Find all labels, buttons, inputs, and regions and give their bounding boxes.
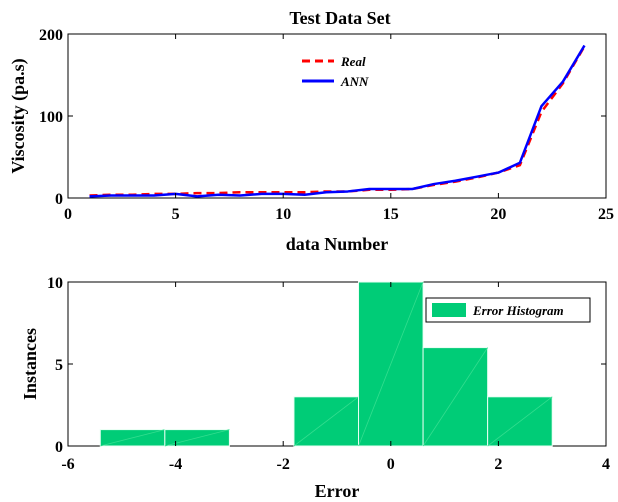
y-tick-label: 100 <box>39 109 63 126</box>
line-chart: Test Data Set 0 5 10 15 20 25 0 100 200 data Num… <box>8 8 614 254</box>
y-tick-label: 10 <box>47 275 63 292</box>
x-tick-label: 20 <box>490 206 506 223</box>
y-axis-label-bottom: Instances <box>20 328 40 400</box>
legend-top: Real ANN <box>302 54 369 89</box>
x-axis-label: data Number <box>286 234 389 254</box>
x-axis-label-bottom: Error <box>315 481 360 501</box>
series-line-ann <box>89 44 586 198</box>
histogram-bar-facet <box>422 347 488 447</box>
x-tick-label: 0 <box>64 206 72 223</box>
chart-title: Test Data Set <box>289 8 390 28</box>
x-tick-label: -6 <box>61 456 74 473</box>
x-tick-label: 10 <box>275 206 291 223</box>
y-tick-label: 200 <box>39 27 63 44</box>
x-tick-label: 15 <box>383 206 399 223</box>
x-tick-label: 5 <box>172 206 180 223</box>
legend-histogram-label: Error Histogram <box>472 303 564 318</box>
legend-ann-label: ANN <box>340 74 369 89</box>
x-tick-label: 0 <box>387 456 395 473</box>
histogram-bar-facet <box>100 429 165 447</box>
x-tick-label: -4 <box>169 456 182 473</box>
x-tick-label: 4 <box>602 456 610 473</box>
plot-area-top <box>67 33 607 199</box>
histogram-bar-facet <box>487 396 553 447</box>
x-tick-label: 25 <box>598 206 614 223</box>
histogram-bar-facet <box>293 396 359 447</box>
y-axis-label: Viscosity (pa.s) <box>8 58 29 173</box>
x-tick-label: 2 <box>494 456 502 473</box>
x-tick-label: -2 <box>277 456 290 473</box>
legend-bottom: Error Histogram <box>425 297 591 323</box>
histogram-chart: -6 -4 -2 0 2 4 0 5 10 Error Instances Error Hist… <box>20 275 610 501</box>
y-tick-label: 0 <box>55 191 63 208</box>
y-tick-label: 5 <box>55 357 63 374</box>
legend-real-label: Real <box>340 54 366 69</box>
y-tick-label: 0 <box>55 439 63 456</box>
legend-histogram-swatch <box>432 303 466 317</box>
histogram-bar-facet <box>358 281 424 447</box>
